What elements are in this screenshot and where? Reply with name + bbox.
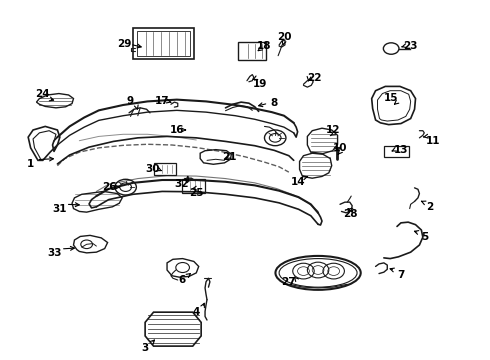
Text: 32: 32 xyxy=(174,179,189,189)
Text: 4: 4 xyxy=(193,307,200,317)
Text: 18: 18 xyxy=(257,41,272,51)
Text: 24: 24 xyxy=(35,89,50,99)
Text: 8: 8 xyxy=(270,98,278,108)
Text: 31: 31 xyxy=(52,203,67,213)
Text: 10: 10 xyxy=(333,143,347,153)
Text: 16: 16 xyxy=(170,125,184,135)
Text: 9: 9 xyxy=(127,96,134,107)
Text: 26: 26 xyxy=(102,182,117,192)
Text: 27: 27 xyxy=(282,277,296,287)
Text: 21: 21 xyxy=(222,152,237,162)
Text: 19: 19 xyxy=(252,78,267,89)
Text: 28: 28 xyxy=(343,209,358,219)
Text: 2: 2 xyxy=(426,202,434,212)
Text: 15: 15 xyxy=(384,93,398,103)
Text: 11: 11 xyxy=(425,136,440,146)
Text: 23: 23 xyxy=(403,41,418,51)
Text: 12: 12 xyxy=(325,125,340,135)
Text: 17: 17 xyxy=(155,96,170,107)
Text: 29: 29 xyxy=(117,39,131,49)
Text: 5: 5 xyxy=(422,232,429,242)
Text: 30: 30 xyxy=(145,164,160,174)
Text: 25: 25 xyxy=(189,188,203,198)
Text: 13: 13 xyxy=(393,145,408,155)
Text: 20: 20 xyxy=(277,32,291,42)
Text: 1: 1 xyxy=(27,159,34,169)
Text: 33: 33 xyxy=(48,248,62,258)
Text: 14: 14 xyxy=(291,177,306,187)
Text: 7: 7 xyxy=(397,270,405,280)
Text: 6: 6 xyxy=(178,275,185,285)
Text: 22: 22 xyxy=(307,73,322,83)
Text: 3: 3 xyxy=(142,343,149,353)
